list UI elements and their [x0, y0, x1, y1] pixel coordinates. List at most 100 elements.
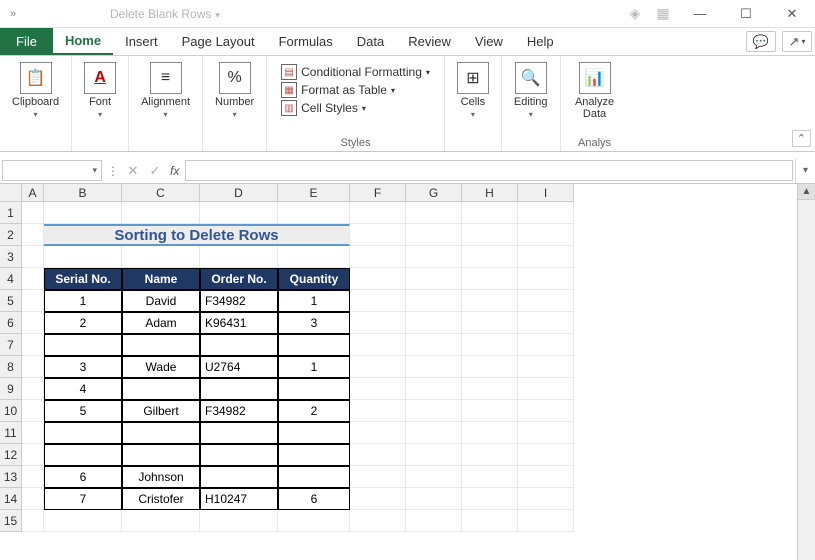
cell[interactable] — [22, 466, 44, 488]
col-header-G[interactable]: G — [406, 184, 462, 202]
cell[interactable] — [350, 312, 406, 334]
editing-button[interactable]: 🔍 Editing ▾ — [510, 60, 552, 121]
cell[interactable] — [278, 466, 350, 488]
cell[interactable]: U2764 — [200, 356, 278, 378]
cell[interactable] — [406, 202, 462, 224]
cell[interactable] — [22, 444, 44, 466]
clipboard-button[interactable]: 📋 Clipboard ▾ — [8, 60, 63, 121]
col-header-B[interactable]: B — [44, 184, 122, 202]
cell[interactable] — [122, 334, 200, 356]
row-header-2[interactable]: 2 — [0, 224, 22, 246]
cell[interactable] — [200, 444, 278, 466]
row-header-13[interactable]: 13 — [0, 466, 22, 488]
col-header-C[interactable]: C — [122, 184, 200, 202]
cell[interactable] — [518, 246, 574, 268]
alignment-button[interactable]: ≡ Alignment ▾ — [137, 60, 194, 121]
table-header[interactable]: Order No. — [200, 268, 278, 290]
cell[interactable]: 3 — [44, 356, 122, 378]
fx-label[interactable]: fx — [166, 158, 183, 183]
cell[interactable] — [518, 268, 574, 290]
cell[interactable] — [406, 312, 462, 334]
cell[interactable] — [22, 422, 44, 444]
cell[interactable] — [350, 246, 406, 268]
close-button[interactable]: ✕ — [769, 0, 815, 27]
cell[interactable] — [406, 444, 462, 466]
cells-area[interactable]: Sorting to Delete RowsSerial No.NameOrde… — [22, 202, 574, 532]
row-header-7[interactable]: 7 — [0, 334, 22, 356]
cell[interactable] — [44, 510, 122, 532]
cell[interactable] — [200, 466, 278, 488]
cell[interactable] — [44, 422, 122, 444]
cell[interactable] — [406, 488, 462, 510]
row-header-9[interactable]: 9 — [0, 378, 22, 400]
col-header-I[interactable]: I — [518, 184, 574, 202]
row-header-1[interactable]: 1 — [0, 202, 22, 224]
cell[interactable] — [518, 422, 574, 444]
cell[interactable] — [200, 334, 278, 356]
cell[interactable] — [406, 290, 462, 312]
cell[interactable]: 4 — [44, 378, 122, 400]
expand-formula-bar-button[interactable]: ▾ — [795, 158, 815, 183]
cell[interactable] — [122, 202, 200, 224]
cell[interactable]: F34982 — [200, 290, 278, 312]
col-header-H[interactable]: H — [462, 184, 518, 202]
cell[interactable] — [462, 334, 518, 356]
cell[interactable] — [350, 356, 406, 378]
select-all-corner[interactable] — [0, 184, 22, 202]
cell[interactable] — [350, 378, 406, 400]
tab-help[interactable]: Help — [515, 28, 566, 55]
cell[interactable] — [200, 246, 278, 268]
cell[interactable] — [350, 268, 406, 290]
cell[interactable] — [462, 378, 518, 400]
quick-access-more-icon[interactable]: » — [0, 8, 26, 20]
cell[interactable]: 3 — [278, 312, 350, 334]
table-header[interactable]: Serial No. — [44, 268, 122, 290]
cell[interactable] — [44, 246, 122, 268]
cell[interactable]: 7 — [44, 488, 122, 510]
tab-review[interactable]: Review — [396, 28, 463, 55]
conditional-formatting-button[interactable]: ▤Conditional Formatting ▾ — [281, 64, 430, 80]
cell[interactable] — [350, 400, 406, 422]
cell[interactable] — [350, 444, 406, 466]
cell[interactable] — [278, 378, 350, 400]
tab-data[interactable]: Data — [345, 28, 396, 55]
cell[interactable]: Wade — [122, 356, 200, 378]
row-header-5[interactable]: 5 — [0, 290, 22, 312]
cell[interactable] — [200, 378, 278, 400]
cell[interactable] — [406, 268, 462, 290]
cell[interactable] — [462, 246, 518, 268]
tab-view[interactable]: View — [463, 28, 515, 55]
cell[interactable] — [122, 378, 200, 400]
row-header-8[interactable]: 8 — [0, 356, 22, 378]
share-button[interactable]: ↗▾ — [782, 31, 812, 52]
cell[interactable] — [350, 202, 406, 224]
cell[interactable] — [22, 488, 44, 510]
cell[interactable] — [200, 510, 278, 532]
cell[interactable] — [518, 400, 574, 422]
cell[interactable] — [22, 510, 44, 532]
col-header-A[interactable]: A — [22, 184, 44, 202]
cell[interactable] — [518, 378, 574, 400]
cell[interactable] — [22, 246, 44, 268]
enter-formula-button[interactable]: ✓ — [144, 158, 166, 183]
cell[interactable] — [406, 400, 462, 422]
tab-home[interactable]: Home — [53, 28, 113, 55]
col-header-F[interactable]: F — [350, 184, 406, 202]
cell[interactable] — [518, 290, 574, 312]
format-as-table-button[interactable]: ▦Format as Table ▾ — [281, 82, 430, 98]
cell[interactable] — [462, 422, 518, 444]
name-box[interactable]: ▾ — [2, 160, 102, 181]
cell[interactable] — [462, 510, 518, 532]
cell[interactable] — [122, 422, 200, 444]
cell[interactable] — [462, 224, 518, 246]
cell[interactable] — [22, 356, 44, 378]
cell[interactable] — [518, 510, 574, 532]
row-header-11[interactable]: 11 — [0, 422, 22, 444]
col-header-E[interactable]: E — [278, 184, 350, 202]
cell[interactable] — [278, 422, 350, 444]
cell[interactable]: 5 — [44, 400, 122, 422]
cell[interactable] — [278, 334, 350, 356]
cell[interactable] — [350, 466, 406, 488]
row-header-12[interactable]: 12 — [0, 444, 22, 466]
font-button[interactable]: A Font ▾ — [80, 60, 120, 121]
